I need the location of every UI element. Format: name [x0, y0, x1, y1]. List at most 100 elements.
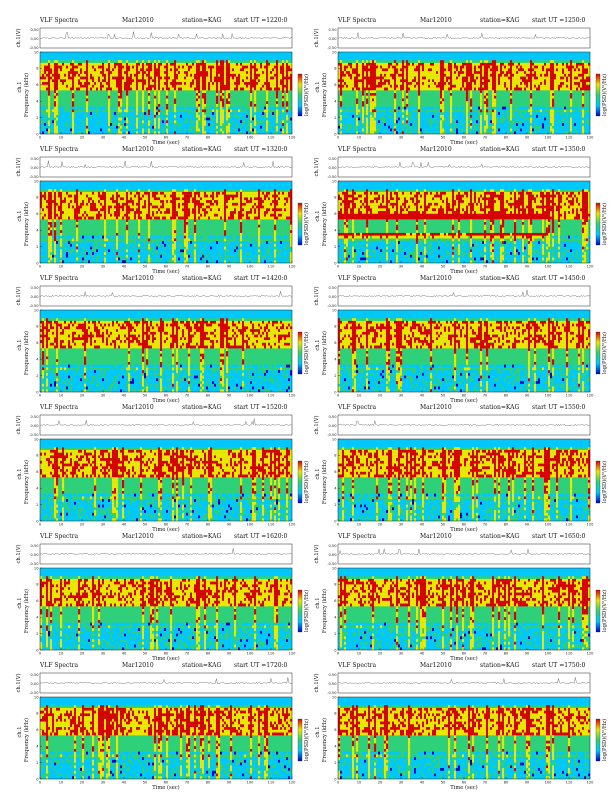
spectrogram-cell	[172, 65, 175, 69]
spectrogram-cell	[182, 68, 185, 72]
spectrogram-cell	[50, 87, 53, 91]
spectrogram-cell	[496, 87, 499, 91]
spectrogram-cell	[146, 106, 149, 110]
spectrogram-cell	[158, 71, 161, 74]
spectrogram-cell	[186, 84, 189, 88]
spectrogram-cell	[522, 57, 525, 61]
spectrogram-cell	[342, 125, 345, 129]
spectrogram-cell	[276, 87, 279, 91]
spectrogram-cell	[106, 87, 109, 91]
spectrogram-cell	[500, 54, 503, 58]
spectrogram-cell	[184, 79, 187, 83]
spectrogram-cell	[152, 73, 155, 77]
spectrogram-cell	[286, 73, 289, 77]
spectrogram-cell	[520, 131, 523, 135]
spectrogram-cell	[282, 101, 285, 105]
panel-start-time: start UT =1250:0	[532, 16, 585, 26]
spectrogram-cell	[220, 103, 223, 107]
spectrogram-cell	[402, 76, 405, 80]
spectrogram-cell	[86, 90, 89, 94]
spectrogram-cell	[358, 120, 361, 124]
spectrogram-cell	[76, 123, 79, 126]
spectrogram-cell	[216, 84, 219, 88]
spectrogram-cell	[102, 84, 105, 88]
spectrogram-cell	[492, 101, 495, 105]
spectrogram-cell	[250, 117, 253, 121]
spectrogram-cell	[202, 84, 205, 88]
spectrogram-cell	[100, 54, 103, 58]
spectrogram-cell	[526, 68, 529, 72]
spectrogram-cell	[74, 57, 77, 61]
panel-title: VLF Spectra	[338, 16, 376, 26]
spectrogram-cell	[338, 82, 341, 85]
spectrogram-cell	[260, 76, 263, 80]
spectrogram-cell	[68, 68, 71, 72]
spectrogram-cell	[518, 68, 521, 72]
spectrogram-cell	[170, 82, 173, 85]
spectrogram-cell	[458, 76, 461, 80]
spectrogram-cell	[466, 131, 469, 135]
spectrogram-cell	[154, 54, 157, 58]
spectrogram-cell	[94, 79, 97, 83]
spectrogram-cell	[456, 82, 459, 85]
spectrogram-cell	[394, 68, 397, 72]
spectrogram-cell	[260, 87, 263, 91]
spectrogram-cell	[476, 52, 479, 55]
spectrogram-cell	[470, 87, 473, 91]
spectrogram-cell	[118, 54, 121, 58]
spectrogram-cell	[160, 114, 163, 118]
spectrogram-cell	[402, 71, 405, 74]
spectrogram-cell	[472, 82, 475, 85]
spectrogram-cell	[496, 73, 499, 77]
spectrogram-cell	[222, 57, 225, 61]
spectrogram-cell	[510, 93, 513, 96]
spectrogram-cell	[428, 57, 431, 61]
spectrogram-cell	[342, 73, 345, 77]
spectrogram-cell	[272, 79, 275, 83]
spectrogram-cell	[62, 117, 65, 121]
spectrogram-cell	[208, 79, 211, 83]
spectrogram-cell	[410, 73, 413, 77]
spectrogram-cell	[288, 73, 291, 77]
spectrogram-cell	[100, 76, 103, 80]
spectrogram-cell	[124, 79, 127, 83]
spectrogram-cell	[158, 60, 161, 64]
spectrogram-cell	[104, 120, 107, 124]
spectrogram-cell	[406, 71, 409, 74]
spectrogram-cell	[524, 82, 527, 85]
spectrogram-cell	[60, 120, 63, 124]
spectrogram-cell	[442, 54, 445, 58]
spectrogram-cell	[536, 128, 539, 132]
spectrogram-cell	[458, 131, 461, 135]
spectrogram-cell	[232, 71, 235, 74]
spectrogram-cell	[264, 54, 267, 58]
spectrogram-cell	[214, 87, 217, 91]
spectrogram-cell	[446, 57, 449, 61]
spectrogram-cell	[454, 112, 457, 115]
spectrogram-cell	[488, 57, 491, 61]
spectrogram-cell	[188, 131, 191, 135]
spectrogram-cell	[466, 52, 469, 55]
spectrogram-cell	[498, 79, 501, 83]
spectrogram-cell	[260, 57, 263, 61]
spectrogram-cell	[202, 54, 205, 58]
spectrogram-cell	[278, 54, 281, 58]
spectrogram-cell	[506, 57, 509, 61]
spectrogram-cell	[252, 109, 255, 113]
spectrogram-cell	[540, 65, 543, 69]
spectrogram-cell	[416, 57, 419, 61]
spectrogram-cell	[132, 112, 135, 115]
spectrogram-cell	[220, 128, 223, 132]
spectrogram-cell	[224, 131, 227, 135]
spectrogram-cell	[480, 106, 483, 110]
spectrogram-cell	[110, 52, 113, 55]
spectrogram-cell	[114, 125, 117, 129]
spectrogram-cell	[106, 131, 109, 135]
spectrogram-cell	[444, 52, 447, 55]
spectrogram-cell	[172, 57, 175, 61]
spectrogram-cell	[390, 120, 393, 124]
spectrogram-cell	[460, 87, 463, 91]
spectrogram-cell	[344, 79, 347, 83]
spectrogram-cell	[498, 57, 501, 61]
spectrogram-cell	[414, 65, 417, 69]
